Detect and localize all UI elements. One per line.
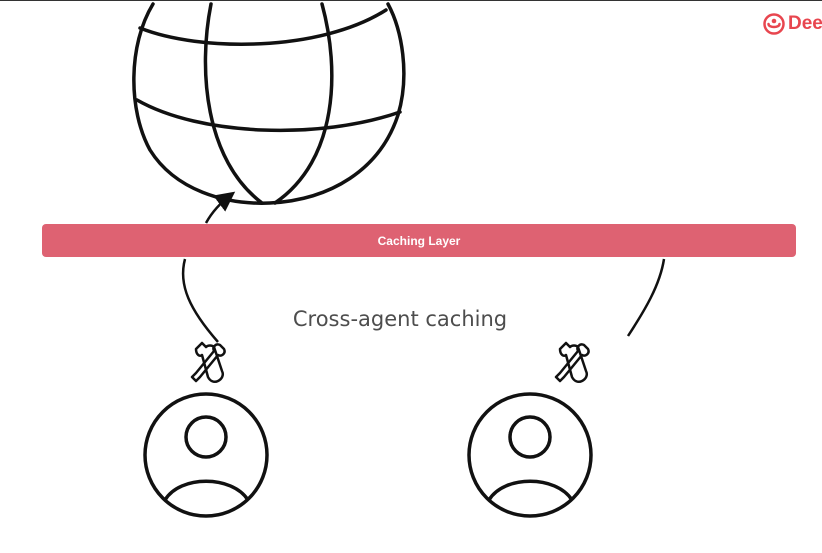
brand-name: Dee <box>788 13 822 34</box>
right-agent-connector <box>626 258 666 337</box>
tools-icon-right <box>554 341 590 384</box>
globe-latitude-top <box>138 8 388 46</box>
caching-layer-bar: Caching Layer <box>42 224 796 257</box>
globe-latitude-middle <box>135 98 402 133</box>
left-agent-connector <box>181 258 219 343</box>
globe-icon <box>132 2 406 205</box>
globe-meridian-right <box>273 2 334 205</box>
brand-mark-icon <box>763 13 785 35</box>
user-avatar-icon-right <box>467 392 593 518</box>
request-arrow <box>204 191 236 224</box>
top-divider <box>0 0 822 1</box>
caching-layer-label: Caching Layer <box>377 233 461 248</box>
globe-meridian-left <box>203 2 264 205</box>
globe-outline <box>132 2 406 205</box>
user-avatar-icon-left <box>143 392 269 518</box>
diagram-caption: Cross-agent caching <box>292 307 508 331</box>
brand-logo: Dee <box>763 11 822 37</box>
tools-icon-left <box>190 341 226 384</box>
